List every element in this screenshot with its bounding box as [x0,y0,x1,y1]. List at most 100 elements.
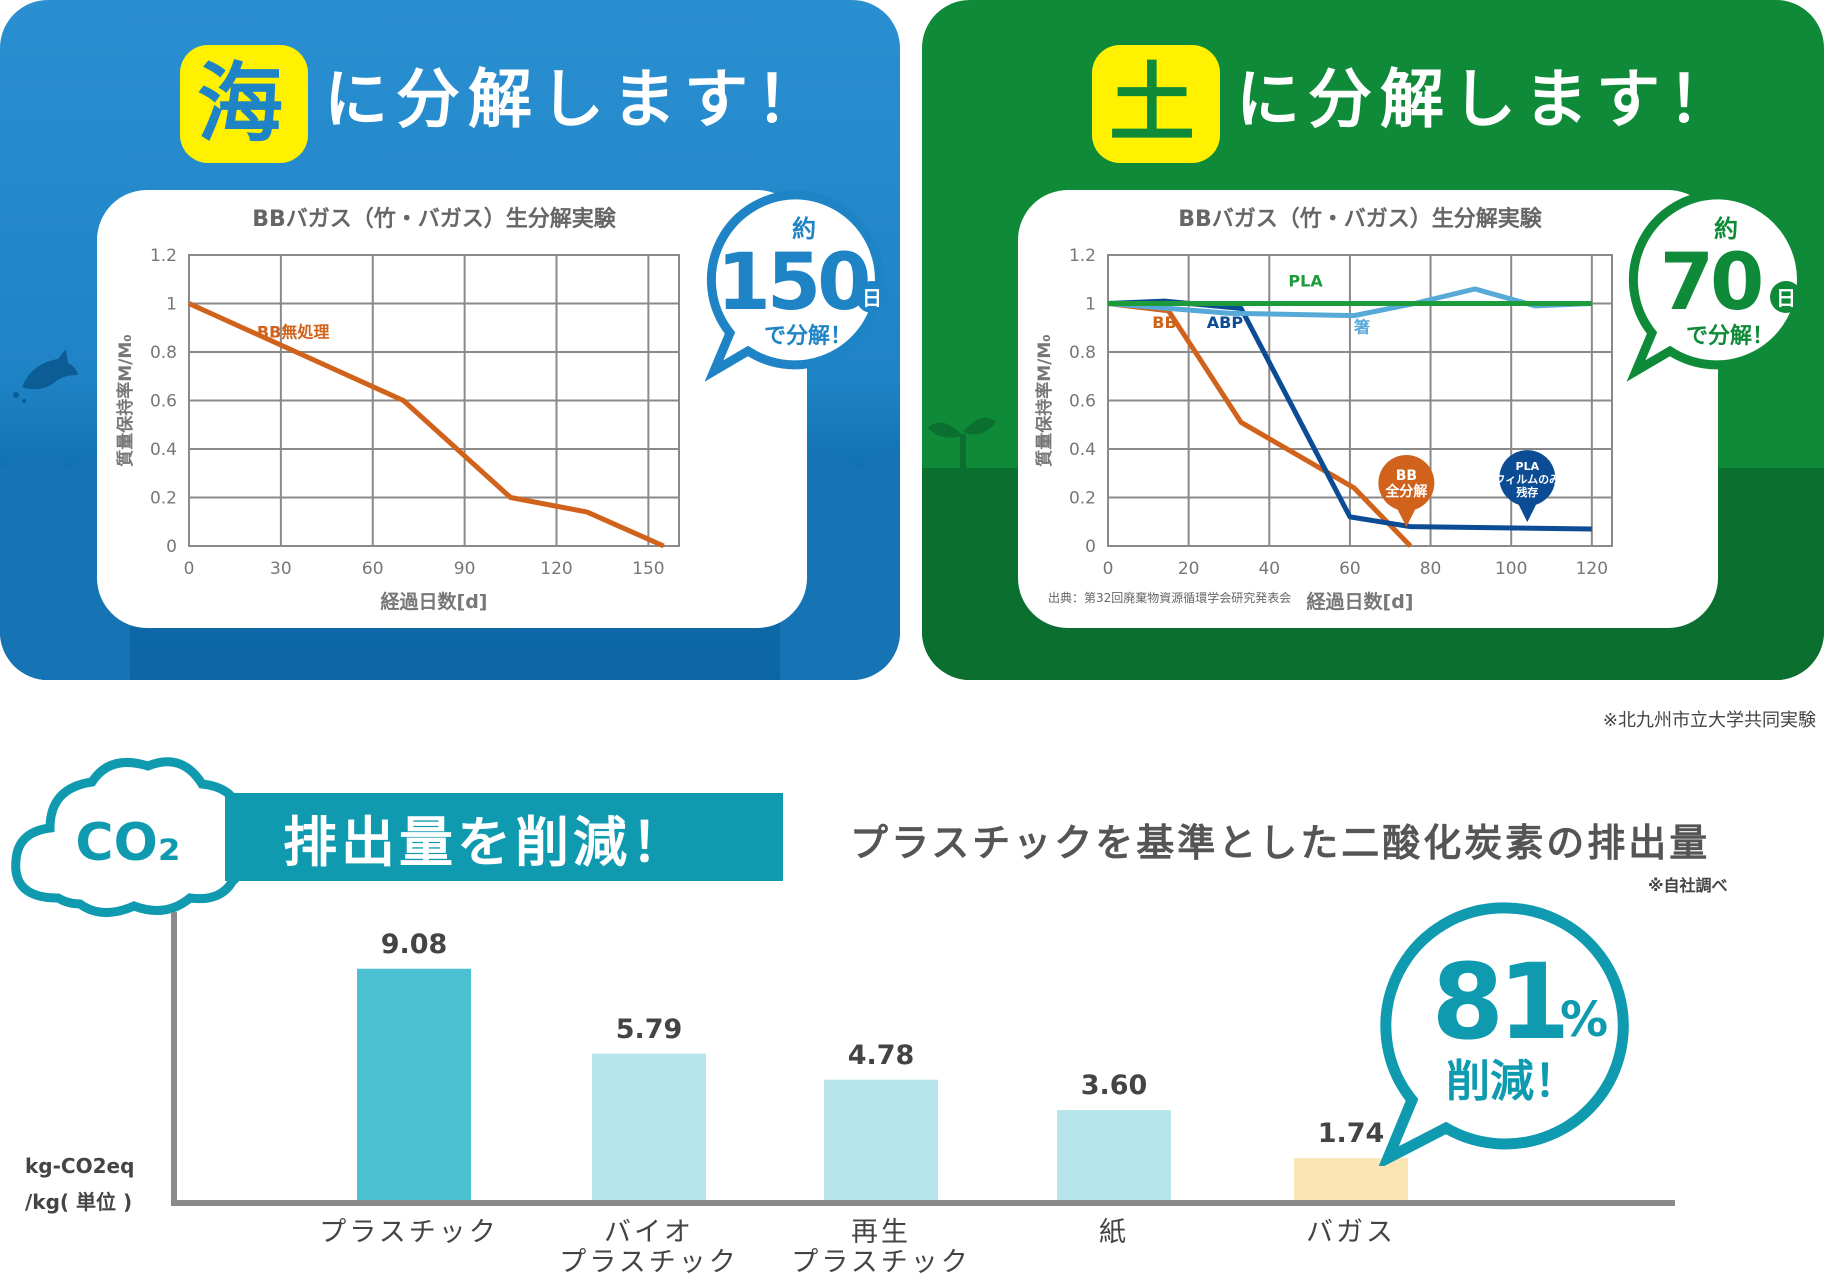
bar-category-label: 紙 [1099,1217,1129,1248]
x-tick-label: 60 [1339,559,1361,579]
x-tick-label: 20 [1178,559,1200,579]
bar-value: 3.60 [1080,1070,1148,1102]
y-unit-line2: /kg( 単位 ) [25,1190,133,1214]
cloud-label: CO₂ [75,813,180,873]
y-tick-label: 0.2 [1069,489,1096,509]
reduction-badge: 81 % 削減！ [1378,902,1629,1166]
plot-frame [1107,254,1613,547]
x-tick-label: 40 [1258,559,1280,579]
y-tick-label: 1.2 [150,246,177,266]
y-unit-line1: kg-CO2eq [25,1154,135,1178]
x-tick-label: 100 [1495,559,1527,579]
y-tick-label: 0.2 [150,489,177,509]
soil-headline: 土に分解します！ [1092,45,1740,163]
reduction-number: 81 [1432,941,1565,1063]
x-tick-label: 0 [1103,559,1114,579]
bar-category-label: バイオ プラスチック [559,1217,739,1278]
sprout-icon [928,417,996,474]
pla-tag-text: 残存 [1516,485,1538,499]
fish-icon [13,349,78,403]
bb-tag-text: 全分解 [1384,483,1427,500]
x-tick-label: 60 [362,559,384,579]
series-label: ABP [1207,313,1244,332]
y-unit-label: kg-CO2eq /kg( 単位 ) [25,1148,134,1220]
sea-panel: 海に分解します！ BBバガス（竹・バガス）生分解実験 0 30 60 90 120 150 0… [0,0,900,680]
x-tick-label: 30 [270,559,292,579]
y-tick-label: 1.2 [1069,246,1096,266]
soil-badge-unit: 日 [1776,286,1796,310]
x-tick-label: 90 [454,559,476,579]
sea-badge-number: 150 [717,238,869,328]
self-research-note: ※自社調べ [1648,876,1728,895]
sea-headline: 海に分解します！ [180,45,828,163]
bb-tag-circle [1378,454,1435,511]
sea-kanji: 海 [180,45,308,163]
soil-badge: 約 70 日 で分解！ [1626,190,1806,382]
sea-badge-unit: 日 [862,286,882,310]
soil-badge-top: 約 [1714,215,1738,243]
soil-badge-unit-circle: 日 [1770,281,1802,313]
series-line [187,301,665,549]
bar-value: 9.08 [380,928,448,960]
reduction-text: 削減！ [1446,1056,1578,1107]
soil-chart-card: BBバガス（竹・バガス）生分解実験 0 20 40 60 80 100 120 0 0.2 0.4 0… [1018,190,1718,628]
y-tick-label: 0 [1085,537,1096,557]
sea-headline-text: に分解します！ [324,63,828,138]
series-label: PLA [1288,272,1323,291]
y-tick-label: 0.8 [1069,343,1096,363]
bar-value: 1.74 [1317,1118,1385,1150]
co2-bar-chart [171,912,1675,1206]
bar-chart-title: プラスチックを基準とした二酸化炭素の排出量 [850,821,1711,865]
y-tick-label: 0.6 [150,392,177,412]
y-axis-label: 質量保持率M/M₀ [115,334,136,467]
co2-banner-text: 排出量を削減！ [283,811,689,874]
y-tick-label: 0.4 [150,440,177,460]
x-tick-label: 120 [1576,559,1608,579]
bar-value: 5.79 [615,1013,683,1045]
series-label: 箸 [1353,318,1370,337]
soil-headline-text: に分解します！ [1236,63,1740,138]
bar [357,968,471,1200]
bar [824,1079,938,1200]
pla-tag-circle [1499,450,1556,507]
soil-badge-number: 70 [1660,238,1761,328]
series-label: BB [1152,313,1176,332]
chart-title: BBバガス（竹・バガス）生分解実験 [1178,206,1543,232]
bar-category-label: 再生 プラスチック [791,1217,971,1278]
pla-tag-pointer [1517,502,1538,523]
x-tick-label: 80 [1420,559,1442,579]
sea-chart-card: BBバガス（竹・バガス）生分解実験 0 30 60 90 120 150 0 0.2 0.4 0.6… [97,190,807,628]
sea-badge-unit-circle: 日 [856,281,888,313]
co2-banner [225,793,783,881]
bar-category-label: バガス [1306,1217,1396,1248]
source-note: 出典：第32回廃棄物資源循環学会研究発表会 [1048,590,1291,605]
bar [1294,1158,1408,1200]
x-axis-label: 経過日数[d] [1307,590,1414,613]
bar-value: 4.78 [847,1039,915,1071]
y-tick-label: 0 [166,537,177,557]
soil-panel: 土に分解します！ BBバガス（竹・バガス）生分解実験 0 20 40 60 80 100 12… [922,0,1824,680]
y-tick-label: 0.8 [150,343,177,363]
y-tick-label: 0.4 [1069,440,1096,460]
bar [1057,1110,1171,1200]
x-tick-label: 150 [632,559,664,579]
y-tick-label: 1 [1085,295,1096,315]
cloud-icon: CO₂ [11,757,252,917]
soil-kanji: 土 [1092,45,1220,163]
sea-badge: 約 150 日 で分解！ [704,190,888,382]
bar-category-label: プラスチック [319,1217,499,1248]
pla-tag-text: PLA [1516,460,1540,473]
sea-badge-top: 約 [792,215,816,243]
pla-tag-text: フィルムのみ [1495,473,1561,486]
plot-frame [188,254,680,547]
bb-tag-text: BB [1396,468,1417,484]
y-axis-label: 質量保持率M/M₀ [1034,334,1055,467]
x-tick-label: 120 [540,559,572,579]
bar [592,1053,706,1200]
y-tick-label: 0.6 [1069,392,1096,412]
soil-badge-bottom: で分解！ [1686,323,1774,349]
x-tick-label: 0 [184,559,195,579]
chart-title: BBバガス（竹・バガス）生分解実験 [252,206,617,232]
